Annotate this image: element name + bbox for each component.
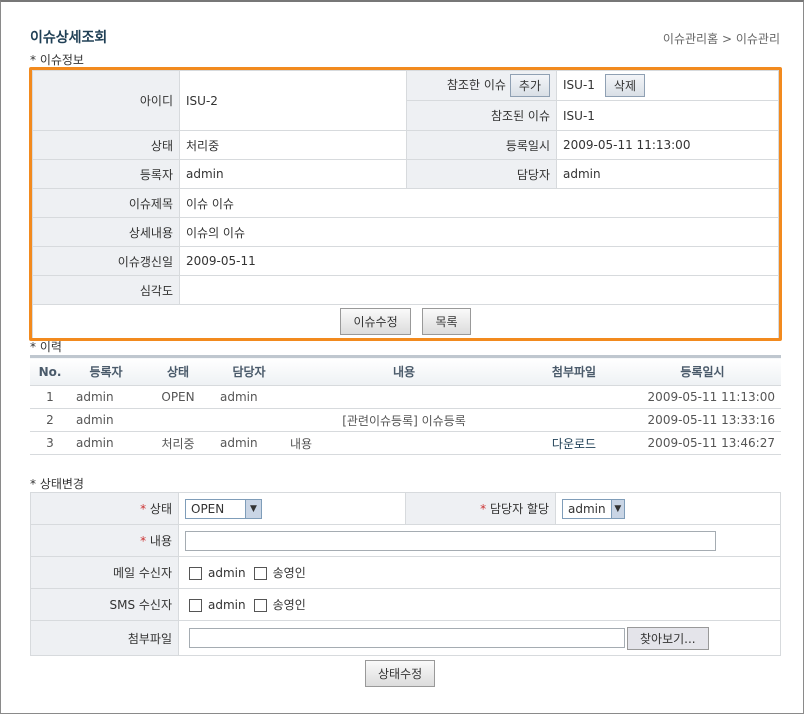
refby-value[interactable]: ISU-1 bbox=[556, 100, 779, 131]
breadcrumb-current: 이슈관리 bbox=[735, 32, 780, 46]
col-content: 내용 bbox=[284, 356, 524, 386]
reg-value: admin bbox=[179, 159, 407, 189]
section-history: * 이력 bbox=[30, 340, 62, 354]
sms-checkbox-song[interactable] bbox=[253, 599, 267, 612]
required-mark: * bbox=[480, 502, 487, 516]
file-label: 첨부파일 bbox=[30, 620, 179, 656]
assign-label: 담당자 할당 bbox=[489, 502, 549, 516]
status-selected: OPEN bbox=[191, 501, 225, 516]
recipient-label: 송영인 bbox=[272, 566, 306, 580]
table-row: 3 admin 처리중 admin 내용 다운로드 2009-05-11 13:46:27 bbox=[30, 431, 781, 455]
browse-button[interactable]: 찾아보기... bbox=[627, 626, 709, 650]
cell-no: 3 bbox=[30, 431, 70, 455]
content-input[interactable] bbox=[185, 530, 716, 551]
cell-date: 2009-05-11 11:13:00 bbox=[624, 385, 781, 409]
status-label: 상태 bbox=[32, 130, 180, 160]
regdate-value: 2009-05-11 11:13:00 bbox=[556, 130, 779, 160]
sms-checkbox-admin[interactable] bbox=[189, 599, 202, 612]
required-mark: * bbox=[140, 502, 147, 516]
col-owner: 담당자 bbox=[214, 356, 284, 386]
cell-owner: admin bbox=[214, 385, 284, 409]
update-value: 2009-05-11 bbox=[179, 246, 779, 276]
section-issue-info: * 이슈정보 bbox=[30, 53, 84, 67]
col-date: 등록일시 bbox=[624, 356, 781, 386]
cell-status: 처리중 bbox=[142, 431, 214, 455]
col-no: No. bbox=[30, 356, 70, 386]
edit-issue-button[interactable]: 이슈수정 bbox=[340, 307, 411, 335]
status-label: 상태 bbox=[149, 502, 172, 516]
cell-no: 2 bbox=[30, 408, 70, 432]
cell-registrant: admin bbox=[70, 431, 142, 455]
refby-label: 참조된 이슈 bbox=[406, 100, 557, 131]
col-status: 상태 bbox=[142, 356, 214, 386]
chevron-down-icon: ▼ bbox=[245, 499, 261, 518]
detail-value: 이슈의 이슈 bbox=[179, 217, 779, 247]
col-registrant: 등록자 bbox=[70, 356, 142, 386]
regdate-label: 등록일시 bbox=[406, 130, 557, 160]
assign-select[interactable]: admin ▼ bbox=[562, 498, 625, 519]
cell-attachment bbox=[524, 385, 624, 409]
update-status-button[interactable]: 상태수정 bbox=[365, 660, 436, 687]
required-mark: * bbox=[140, 534, 147, 548]
breadcrumb-separator: > bbox=[721, 32, 732, 46]
id-value: ISU-2 bbox=[179, 70, 407, 131]
id-label: 아이디 bbox=[32, 70, 180, 131]
owner-label: 담당자 bbox=[406, 159, 557, 189]
status-select[interactable]: OPEN ▼ bbox=[185, 498, 262, 519]
list-button[interactable]: 목록 bbox=[422, 307, 471, 335]
ref-label: 참조한 이슈 bbox=[446, 78, 506, 92]
owner-value: admin bbox=[556, 159, 779, 189]
cell-attachment bbox=[524, 408, 624, 432]
mail-label: 메일 수신자 bbox=[30, 556, 179, 589]
status-change-form: * 상태 OPEN ▼ * 담당자 할당 admin ▼ * 내용 메일 수신자 a… bbox=[30, 492, 781, 656]
file-input[interactable] bbox=[189, 628, 625, 648]
cell-date: 2009-05-11 13:46:27 bbox=[624, 431, 781, 455]
download-link[interactable]: 다운로드 bbox=[524, 431, 624, 455]
chevron-down-icon: ▼ bbox=[610, 499, 624, 518]
severity-label: 심각도 bbox=[32, 275, 180, 305]
add-ref-button[interactable]: 추가 bbox=[509, 74, 550, 97]
table-row: 2 admin [관련이슈등록] 이슈등록 2009-05-11 13:33:16 bbox=[30, 408, 781, 432]
cell-date: 2009-05-11 13:33:16 bbox=[624, 408, 781, 432]
detail-label: 상세내용 bbox=[32, 217, 180, 247]
cell-status bbox=[142, 408, 214, 432]
sms-label: SMS 수신자 bbox=[30, 588, 179, 621]
recipient-label: admin bbox=[208, 566, 246, 580]
issue-info-panel: 아이디 ISU-2 참조한 이슈 추가 ISU-1 삭제 참조된 이슈 ISU-1 상… bbox=[29, 67, 782, 341]
table-row: 1 admin OPEN admin 2009-05-11 11:13:00 bbox=[30, 385, 781, 409]
page-title: 이슈상세조회 bbox=[30, 30, 108, 46]
recipient-label: 송영인 bbox=[272, 598, 306, 612]
subject-label: 이슈제목 bbox=[32, 188, 180, 218]
cell-no: 1 bbox=[30, 385, 70, 409]
content-label: 내용 bbox=[149, 534, 172, 548]
reg-label: 등록자 bbox=[32, 159, 180, 189]
history-table: No. 등록자 상태 담당자 내용 첨부파일 등록일시 1 admin OPEN ad… bbox=[30, 355, 781, 455]
cell-status: OPEN bbox=[142, 385, 214, 409]
mail-checkbox-song[interactable] bbox=[253, 567, 267, 580]
status-value: 처리중 bbox=[179, 130, 407, 160]
breadcrumb-home[interactable]: 이슈관리홈 bbox=[662, 32, 719, 46]
cell-content: 내용 bbox=[284, 431, 524, 455]
section-status-change: * 상태변경 bbox=[30, 477, 84, 491]
cell-registrant: admin bbox=[70, 408, 142, 432]
col-attachment: 첨부파일 bbox=[524, 356, 624, 386]
delete-ref-button[interactable]: 삭제 bbox=[604, 74, 645, 97]
cell-registrant: admin bbox=[70, 385, 142, 409]
subject-value: 이슈 이슈 bbox=[179, 188, 779, 218]
ref-value[interactable]: ISU-1 bbox=[563, 78, 595, 92]
cell-owner: admin bbox=[214, 431, 284, 455]
recipient-label: admin bbox=[208, 598, 246, 612]
cell-content: [관련이슈등록] 이슈등록 bbox=[284, 408, 524, 432]
update-label: 이슈갱신일 bbox=[32, 246, 180, 276]
cell-content bbox=[284, 385, 524, 409]
mail-checkbox-admin[interactable] bbox=[189, 567, 202, 580]
assign-selected: admin bbox=[568, 501, 606, 516]
severity-value bbox=[179, 275, 779, 305]
breadcrumb: 이슈관리홈 > 이슈관리 bbox=[663, 30, 780, 47]
cell-owner bbox=[214, 408, 284, 432]
